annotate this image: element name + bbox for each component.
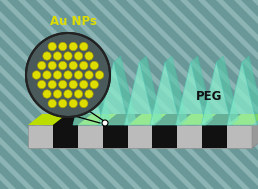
Polygon shape (0, 0, 88, 189)
Polygon shape (202, 114, 241, 125)
Polygon shape (108, 0, 258, 189)
Circle shape (74, 90, 83, 98)
Polygon shape (216, 56, 238, 125)
Circle shape (69, 42, 77, 51)
Circle shape (59, 99, 67, 108)
Polygon shape (180, 0, 258, 189)
Circle shape (74, 52, 83, 60)
Circle shape (59, 61, 67, 70)
Polygon shape (201, 62, 231, 125)
Circle shape (43, 71, 51, 79)
Polygon shape (28, 114, 258, 125)
Circle shape (69, 80, 77, 89)
Polygon shape (103, 125, 127, 148)
Polygon shape (99, 62, 129, 125)
Circle shape (32, 71, 41, 79)
Polygon shape (126, 0, 258, 189)
Text: Au NPs: Au NPs (50, 15, 96, 28)
Polygon shape (114, 56, 136, 125)
Polygon shape (53, 114, 92, 125)
Polygon shape (144, 0, 258, 189)
Circle shape (69, 99, 77, 108)
Polygon shape (176, 62, 206, 125)
Polygon shape (191, 56, 213, 125)
Circle shape (53, 71, 62, 79)
Circle shape (48, 99, 57, 108)
Polygon shape (0, 0, 106, 189)
Circle shape (95, 71, 104, 79)
Circle shape (38, 61, 46, 70)
Polygon shape (252, 114, 258, 148)
Polygon shape (198, 0, 258, 189)
Circle shape (79, 42, 88, 51)
Polygon shape (202, 125, 227, 148)
Polygon shape (124, 62, 154, 125)
Polygon shape (139, 56, 161, 125)
Circle shape (48, 80, 57, 89)
Polygon shape (242, 56, 258, 125)
Polygon shape (0, 0, 196, 189)
Circle shape (79, 99, 88, 108)
Circle shape (59, 80, 67, 89)
Polygon shape (90, 0, 258, 189)
Circle shape (85, 71, 93, 79)
Circle shape (90, 80, 99, 89)
Polygon shape (72, 0, 258, 189)
Polygon shape (0, 0, 160, 189)
Circle shape (48, 61, 57, 70)
Polygon shape (0, 0, 52, 189)
Polygon shape (0, 0, 124, 189)
Polygon shape (227, 62, 257, 125)
Circle shape (79, 80, 88, 89)
Polygon shape (234, 0, 258, 189)
Circle shape (90, 61, 99, 70)
Polygon shape (150, 62, 180, 125)
Circle shape (64, 90, 72, 98)
Circle shape (26, 33, 110, 117)
Polygon shape (18, 0, 214, 189)
Polygon shape (0, 0, 70, 189)
Polygon shape (165, 56, 187, 125)
Circle shape (79, 61, 88, 70)
Polygon shape (53, 125, 78, 148)
Polygon shape (216, 0, 258, 189)
Polygon shape (0, 0, 178, 189)
Circle shape (85, 52, 93, 60)
Circle shape (85, 90, 93, 98)
Polygon shape (152, 114, 191, 125)
Polygon shape (36, 0, 232, 189)
Circle shape (64, 71, 72, 79)
Polygon shape (162, 0, 258, 189)
Circle shape (48, 42, 57, 51)
Polygon shape (0, 0, 34, 189)
Text: PEG: PEG (196, 91, 222, 104)
Polygon shape (73, 62, 103, 125)
Circle shape (74, 71, 83, 79)
Polygon shape (28, 125, 252, 148)
Circle shape (43, 52, 51, 60)
Polygon shape (0, 0, 142, 189)
Polygon shape (152, 125, 177, 148)
Circle shape (64, 52, 72, 60)
Polygon shape (252, 0, 258, 189)
Polygon shape (103, 114, 142, 125)
Circle shape (69, 61, 77, 70)
Polygon shape (88, 56, 110, 125)
Polygon shape (28, 137, 258, 148)
Circle shape (38, 80, 46, 89)
Circle shape (53, 90, 62, 98)
Circle shape (53, 52, 62, 60)
Circle shape (102, 120, 108, 126)
Polygon shape (0, 0, 16, 189)
Circle shape (59, 42, 67, 51)
Polygon shape (54, 0, 250, 189)
Circle shape (43, 90, 51, 98)
